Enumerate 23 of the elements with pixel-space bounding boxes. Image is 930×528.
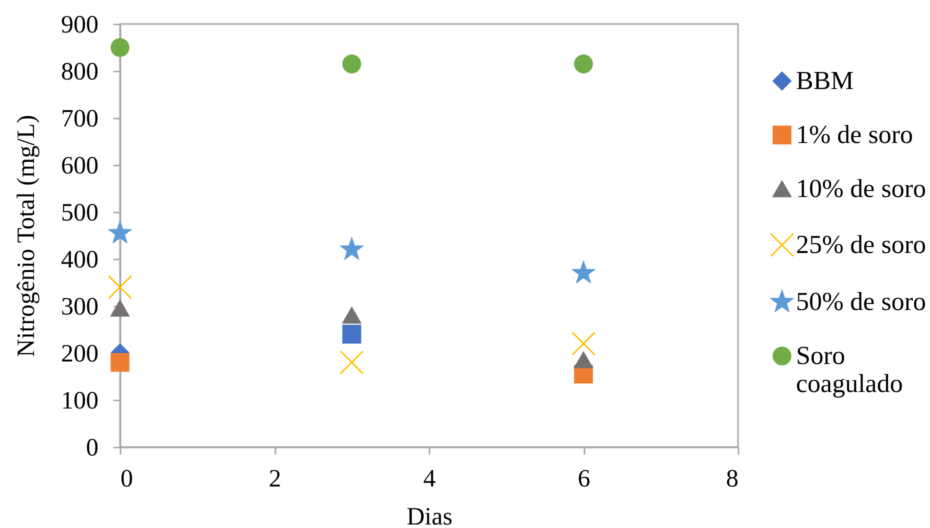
- x-tick-label: 0: [120, 466, 133, 492]
- y-tick-label: 300: [61, 294, 98, 320]
- y-tick-label: 600: [61, 152, 98, 180]
- x-tick-label: 8: [726, 466, 738, 492]
- legend-label: 1% de soro: [796, 120, 913, 149]
- y-tick-label: 700: [61, 106, 98, 132]
- y-tick-label: 500: [61, 200, 98, 226]
- legend-label: Soro coagulado: [796, 341, 903, 398]
- x-tick-label: 2: [268, 466, 282, 492]
- x-tick-label: 4: [423, 466, 436, 492]
- y-tick-label: 200: [61, 340, 98, 368]
- y-tick-label: 100: [61, 388, 98, 414]
- legend-label: 50% de soro: [796, 287, 926, 316]
- y-tick-label: 800: [61, 58, 98, 86]
- y-tick-label: 0: [86, 434, 98, 462]
- legend-label: 25% de soro: [796, 230, 926, 259]
- legend-label: 10% de soro: [796, 174, 926, 203]
- y-tick-label: 400: [61, 246, 98, 274]
- x-tick-label: 6: [578, 466, 590, 492]
- y-tick-label: 900: [61, 12, 98, 38]
- legend-label: BBM: [796, 66, 854, 95]
- x-axis-title: Dias: [406, 504, 452, 528]
- y-axis-title: Nitrogênio Total (mg/L): [13, 114, 40, 358]
